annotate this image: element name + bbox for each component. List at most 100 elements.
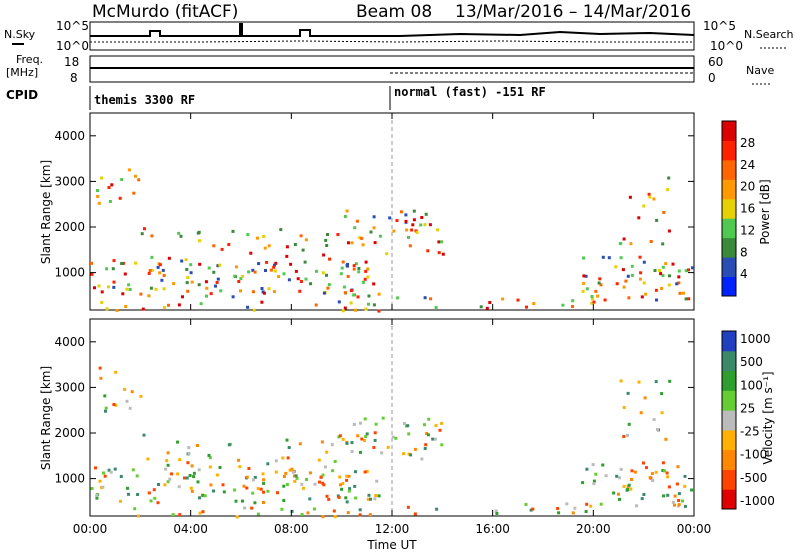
- echo-cell: [120, 178, 124, 181]
- echo-cell: [285, 438, 289, 442]
- echo-cell: [208, 465, 212, 469]
- echo-cell: [427, 417, 431, 421]
- echo-cell: [488, 301, 492, 304]
- echo-cell: [327, 283, 331, 287]
- echo-cell: [242, 484, 246, 488]
- echo-cell: [378, 234, 382, 238]
- echo-cell: [238, 465, 242, 469]
- x-tick-label: 16:00: [475, 522, 510, 536]
- echo-cell: [295, 476, 299, 480]
- echo-cell: [293, 474, 296, 478]
- echo-cell: [360, 236, 364, 240]
- echo-cell: [592, 482, 596, 486]
- echo-cell: [98, 366, 102, 370]
- echo-cell: [380, 451, 384, 455]
- echo-cell: [262, 235, 266, 238]
- echo-cell: [299, 234, 303, 238]
- echo-cell: [400, 210, 403, 214]
- echo-cell: [321, 473, 325, 477]
- echo-cell: [358, 508, 362, 512]
- echo-cell: [655, 298, 658, 302]
- echo-cell: [372, 282, 376, 286]
- echo-cell: [143, 227, 146, 231]
- echo-cell: [359, 421, 362, 425]
- echo-cell: [196, 480, 200, 484]
- echo-cell: [599, 283, 603, 287]
- echo-cell: [369, 230, 373, 234]
- echo-cell: [293, 479, 297, 483]
- cpid-program-2: normal (fast) -151 RF: [394, 85, 546, 99]
- echo-cell: [239, 289, 242, 293]
- echo-cell: [196, 444, 199, 447]
- echo-cell: [637, 380, 641, 384]
- echo-cell: [131, 468, 135, 472]
- echo-cell: [372, 226, 376, 230]
- echo-cell: [266, 462, 270, 466]
- noise-tick-bottom-right: 10^0: [710, 39, 743, 53]
- echo-cell: [601, 255, 605, 259]
- echo-cell: [165, 459, 169, 463]
- echo-cell: [590, 295, 594, 298]
- echo-cell: [361, 280, 365, 284]
- echo-cell: [644, 292, 648, 296]
- echo-cell: [594, 289, 598, 293]
- echo-cell: [407, 235, 410, 239]
- echo-cell: [350, 241, 354, 245]
- echo-cell: [105, 267, 109, 271]
- echo-cell: [252, 308, 256, 312]
- echo-cell: [237, 458, 241, 462]
- echo-cell: [629, 487, 633, 491]
- echo-cell: [639, 271, 643, 275]
- echo-cell: [156, 265, 160, 269]
- echo-cell: [298, 289, 302, 293]
- site-title: McMurdo (fitACF): [92, 2, 238, 22]
- echo-cell: [90, 487, 94, 490]
- echo-cell: [346, 511, 350, 515]
- echo-cell: [332, 509, 336, 513]
- echo-cell: [591, 463, 595, 467]
- echo-cell: [437, 251, 441, 255]
- echo-cell: [585, 287, 589, 291]
- echo-cell: [407, 432, 411, 436]
- echo-cell: [363, 417, 367, 421]
- echo-cell: [98, 479, 102, 483]
- echo-cell: [650, 472, 654, 476]
- echo-cell: [346, 264, 349, 268]
- echo-cell: [201, 510, 205, 514]
- echo-cell: [139, 394, 143, 398]
- echo-cell: [374, 494, 378, 497]
- echo-cell: [648, 195, 652, 199]
- echo-cell: [581, 289, 585, 293]
- echo-cell: [619, 467, 623, 471]
- echo-cell: [403, 422, 406, 425]
- colorbar-segment: [722, 198, 736, 219]
- echo-cell: [684, 297, 688, 301]
- echo-cell: [90, 272, 94, 276]
- echo-cell: [662, 494, 666, 498]
- echo-cell: [171, 513, 175, 517]
- colorbar-tick-label: 25: [740, 401, 755, 415]
- echo-cell: [326, 286, 330, 290]
- echo-cell: [337, 495, 341, 499]
- echo-cell: [358, 513, 362, 517]
- velocity-panel: 1000 2000 3000 4000 Slant Range [km] 1000 50…: [39, 318, 775, 519]
- echo-cell: [656, 428, 659, 432]
- echo-cell: [531, 507, 535, 511]
- echo-cell: [655, 218, 659, 222]
- echo-cell: [413, 447, 417, 451]
- echo-cell: [666, 188, 670, 192]
- echo-cell: [312, 507, 316, 511]
- echo-cell: [170, 472, 174, 476]
- echo-cell: [207, 453, 211, 457]
- echo-cell: [253, 501, 257, 505]
- echo-cell: [231, 229, 235, 233]
- echo-cell: [293, 243, 297, 246]
- echo-cell: [189, 263, 193, 267]
- echo-cell: [673, 494, 677, 498]
- echo-cell: [246, 305, 250, 309]
- date-range: 13/Mar/2016 – 14/Mar/2016: [455, 2, 691, 22]
- echo-cell: [198, 262, 202, 266]
- echo-cell: [314, 303, 318, 307]
- echo-cell: [161, 268, 165, 272]
- colorbar-tick-label: 20: [740, 180, 755, 194]
